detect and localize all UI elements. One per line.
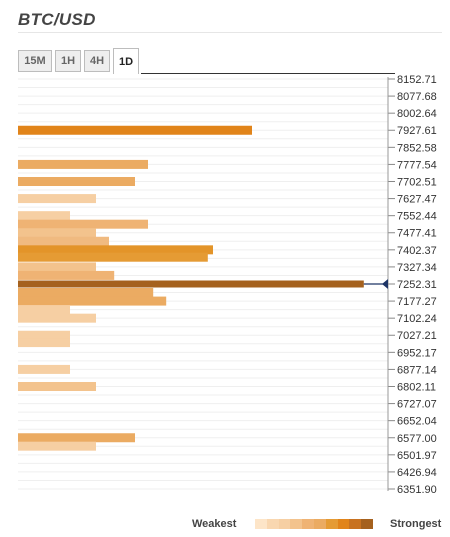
- confluence-bar: [18, 280, 364, 288]
- price-label: 8152.71: [397, 74, 437, 86]
- tab-1d[interactable]: 1D: [113, 48, 139, 74]
- tab-1h[interactable]: 1H: [55, 50, 81, 72]
- price-label: 6652.04: [397, 416, 437, 428]
- price-label: 6877.14: [397, 364, 437, 376]
- page-title: BTC/USD: [18, 10, 96, 29]
- confluence-bar: [18, 381, 96, 391]
- price-label: 6501.97: [397, 450, 437, 462]
- confluence-bar: [18, 176, 135, 186]
- legend-swatch: [255, 519, 267, 529]
- price-label: 7777.54: [397, 159, 437, 171]
- confluence-bar: [18, 262, 96, 272]
- confluence-bar: [18, 441, 96, 451]
- price-label: 6952.17: [397, 347, 437, 359]
- price-label: 6351.90: [397, 484, 437, 496]
- tab-4h[interactable]: 4H: [84, 50, 110, 72]
- legend-swatch: [266, 519, 279, 529]
- legend-color-scale: [255, 519, 373, 529]
- price-label: 7927.61: [397, 125, 437, 137]
- confluence-bar: [18, 245, 213, 255]
- price-label: 7177.27: [397, 296, 437, 308]
- confluence-bar: [18, 287, 154, 297]
- price-label: 8077.68: [397, 91, 437, 103]
- legend-weakest-label: Weakest: [192, 518, 237, 530]
- legend-strongest-label: Strongest: [390, 518, 442, 530]
- current-price-marker-icon: [382, 278, 388, 289]
- legend-swatch: [278, 519, 291, 529]
- price-label: 7852.58: [397, 142, 437, 154]
- price-label: 7402.37: [397, 245, 437, 257]
- price-label: 7327.34: [397, 262, 437, 274]
- confluence-bar: [18, 125, 252, 135]
- legend-swatch: [361, 519, 373, 529]
- legend-swatch: [325, 519, 338, 529]
- tab-15m[interactable]: 15M: [18, 50, 52, 72]
- confluence-bar: [18, 236, 109, 246]
- confluence-bar: [18, 270, 115, 280]
- tab-underline: [141, 73, 395, 74]
- strength-legend: Weakest Strongest: [0, 516, 450, 532]
- price-label: 7627.47: [397, 194, 437, 206]
- price-label: 7252.31: [397, 279, 437, 291]
- confluence-bar: [18, 194, 96, 204]
- confluence-bar: [18, 159, 148, 169]
- confluence-bar: [18, 338, 70, 348]
- legend-swatch: [349, 519, 362, 529]
- price-label: 7702.51: [397, 176, 437, 188]
- legend-swatch: [302, 519, 314, 529]
- confluence-bar: [18, 228, 96, 238]
- legend-swatch: [290, 519, 303, 529]
- price-label: 6577.00: [397, 433, 437, 445]
- confluence-bar: [18, 211, 70, 221]
- confluence-bar: [18, 433, 135, 443]
- timeframe-tabs: 15M 1H 4H 1D: [18, 48, 139, 74]
- price-label: 8002.64: [397, 108, 437, 120]
- price-label: 6727.07: [397, 399, 437, 411]
- price-label: 6426.94: [397, 467, 437, 479]
- legend-swatch: [337, 519, 350, 529]
- price-label: 7027.21: [397, 330, 437, 342]
- price-label: 6802.11: [397, 381, 436, 393]
- confluence-bar: [18, 252, 208, 262]
- price-label: 7552.44: [397, 211, 437, 223]
- confluence-bar: [18, 296, 167, 306]
- price-label: 7102.24: [397, 313, 437, 325]
- confluence-bar: [18, 364, 70, 374]
- price-label: 7477.41: [397, 228, 437, 240]
- legend-swatch: [313, 519, 326, 529]
- confluence-bar: [18, 219, 148, 229]
- title-divider: [18, 32, 442, 33]
- confluence-bar: [18, 313, 96, 323]
- confluence-bar: [18, 330, 70, 340]
- confluence-bar: [18, 305, 70, 315]
